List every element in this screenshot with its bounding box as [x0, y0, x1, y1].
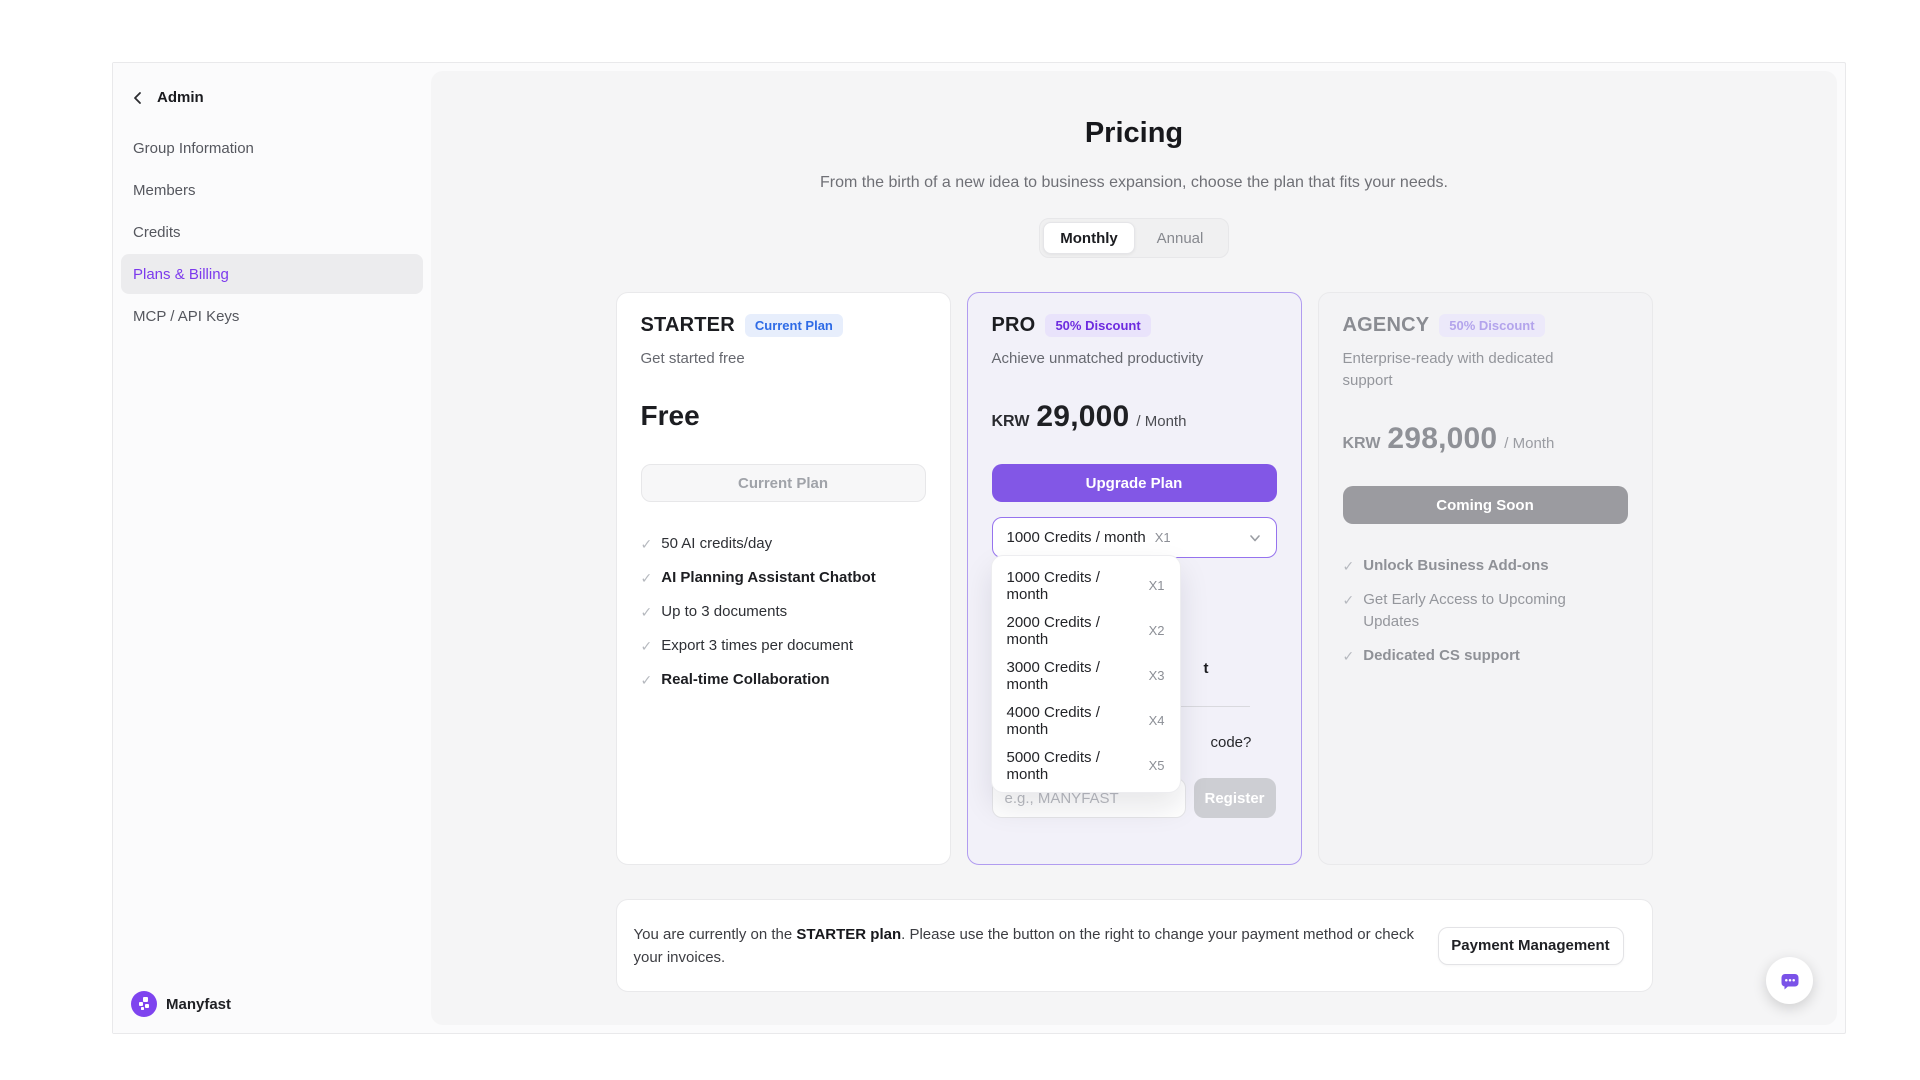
- sidebar-item-credits[interactable]: Credits: [133, 223, 181, 241]
- agency-price-period: / Month: [1504, 435, 1555, 452]
- current-plan-notice: You are currently on the STARTER plan. P…: [615, 899, 1653, 992]
- chat-bubble-icon: [1778, 969, 1802, 993]
- page-title: Pricing: [1084, 117, 1184, 149]
- feature-item: ✓ Real-time Collaboration: [641, 663, 926, 697]
- agency-price-currency: KRW: [1342, 435, 1381, 452]
- feature-item: ✓ AI Planning Assistant Chatbot: [641, 561, 926, 595]
- pro-plan-name: PRO: [991, 314, 1036, 336]
- agency-price: 298,000: [1387, 422, 1498, 455]
- sidebar: Admin Group Information Members Credits …: [113, 63, 431, 1033]
- starter-current-plan-button[interactable]: Current Plan: [640, 464, 926, 502]
- agency-discount-badge: 50% Discount: [1439, 314, 1545, 337]
- dropdown-option-1000[interactable]: 1000 Credits / month X1: [1006, 568, 1165, 603]
- back-button[interactable]: Admin: [113, 63, 431, 124]
- sidebar-title: Admin: [157, 89, 204, 106]
- main-panel: Pricing From the birth of a new idea to …: [431, 71, 1837, 1025]
- notice-plan-name: STARTER plan: [796, 925, 902, 943]
- plan-card-starter: STARTER Current Plan Get started free Fr…: [615, 292, 951, 865]
- sidebar-nav: Group Information Members Credits Plans …: [113, 124, 431, 342]
- pro-price-currency: KRW: [991, 413, 1030, 430]
- feature-item: ✓ Export 3 times per document: [641, 629, 926, 663]
- toggle-monthly[interactable]: Monthly: [1043, 222, 1135, 254]
- feature-item: ✓ 50 AI credits/day: [641, 527, 926, 561]
- manyfast-logo-icon: [131, 991, 157, 1017]
- promo-register-button[interactable]: Register: [1193, 778, 1276, 818]
- credit-dropdown-panel: 1000 Credits / month X1 2000 Credits / mo…: [990, 555, 1181, 793]
- feature-item: ✓ Dedicated CS support: [1343, 639, 1628, 673]
- dropdown-option-3000[interactable]: 3000 Credits / month X3: [1006, 658, 1165, 693]
- check-icon: ✓: [1342, 592, 1355, 608]
- plan-cards: STARTER Current Plan Get started free Fr…: [615, 292, 1653, 865]
- check-icon: ✓: [1342, 648, 1355, 664]
- plan-card-pro: PRO 50% Discount Achieve unmatched produ…: [966, 292, 1302, 865]
- dropdown-option-2000[interactable]: 2000 Credits / month X2: [1006, 613, 1165, 648]
- starter-description: Get started free: [640, 350, 745, 367]
- check-icon: ✓: [640, 570, 653, 586]
- dropdown-option-4000[interactable]: 4000 Credits / month X4: [1006, 703, 1165, 738]
- check-icon: ✓: [640, 638, 653, 654]
- sidebar-item-mcp-api-keys[interactable]: MCP / API Keys: [133, 307, 240, 325]
- agency-features: ✓ Unlock Business Add-ons ✓ Get Early Acce…: [1343, 549, 1628, 673]
- notice-text: You are currently on the STARTER plan. P…: [633, 925, 1414, 966]
- admin-window: Admin Group Information Members Credits …: [112, 62, 1846, 1034]
- sidebar-item-plans-billing[interactable]: Plans & Billing: [121, 254, 423, 294]
- payment-management-button[interactable]: Payment Management: [1437, 926, 1624, 965]
- agency-coming-soon-button[interactable]: Coming Soon: [1342, 486, 1628, 524]
- chat-fab[interactable]: [1766, 957, 1813, 1004]
- credit-amount-select[interactable]: 1000 Credits / month X1: [991, 517, 1277, 558]
- sidebar-item-group-information[interactable]: Group Information: [133, 139, 254, 157]
- credit-select-multiplier: X1: [1154, 530, 1171, 545]
- pro-description: Achieve unmatched productivity: [991, 350, 1204, 367]
- pro-feature-fragment: t: [1203, 660, 1209, 677]
- credit-select-value: 1000 Credits / month: [1006, 529, 1146, 546]
- agency-plan-name: AGENCY: [1342, 314, 1430, 336]
- starter-price: Free: [640, 400, 700, 431]
- promo-question-fragment: code?: [1210, 734, 1252, 751]
- sidebar-item-members[interactable]: Members: [133, 181, 196, 199]
- billing-period-toggle: Monthly Annual: [1039, 218, 1229, 258]
- brand-footer: Manyfast: [131, 991, 231, 1017]
- pro-price-period: / Month: [1136, 413, 1187, 430]
- starter-plan-name: STARTER: [640, 314, 735, 336]
- chevron-down-icon: [1248, 531, 1262, 545]
- pro-discount-badge: 50% Discount: [1045, 314, 1151, 337]
- dropdown-option-5000[interactable]: 5000 Credits / month X5: [1006, 748, 1165, 783]
- chevron-left-icon: [131, 91, 145, 105]
- page-subtitle: From the birth of a new idea to business…: [820, 174, 1448, 191]
- starter-current-plan-badge: Current Plan: [744, 314, 843, 337]
- agency-description: Enterprise-ready with dedicated support: [1342, 350, 1554, 389]
- feature-item: ✓ Get Early Access to Upcoming Updates: [1342, 591, 1566, 630]
- starter-features: ✓ 50 AI credits/day ✓ AI Planning Assistan…: [641, 527, 926, 697]
- toggle-annual[interactable]: Annual: [1156, 229, 1204, 247]
- feature-item: ✓ Up to 3 documents: [641, 595, 926, 629]
- feature-item: ✓ Unlock Business Add-ons: [1343, 549, 1628, 583]
- check-icon: ✓: [640, 672, 653, 688]
- pro-price: 29,000: [1036, 400, 1130, 433]
- pro-upgrade-button[interactable]: Upgrade Plan: [991, 464, 1277, 502]
- check-icon: ✓: [1342, 558, 1355, 574]
- plan-card-agency: AGENCY 50% Discount Enterprise-ready wit…: [1317, 292, 1653, 865]
- check-icon: ✓: [640, 536, 653, 552]
- brand-name: Manyfast: [166, 995, 232, 1013]
- check-icon: ✓: [640, 604, 653, 620]
